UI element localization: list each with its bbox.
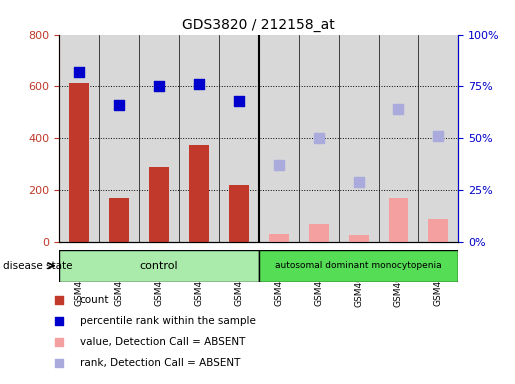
Bar bbox=[349, 235, 369, 242]
Point bbox=[55, 360, 63, 366]
Bar bbox=[69, 83, 89, 242]
Point bbox=[115, 102, 123, 108]
Bar bbox=[299, 35, 339, 242]
Title: GDS3820 / 212158_at: GDS3820 / 212158_at bbox=[182, 18, 335, 32]
Text: count: count bbox=[80, 295, 109, 305]
Point bbox=[55, 296, 63, 303]
Bar bbox=[219, 35, 259, 242]
Point bbox=[75, 69, 83, 75]
Bar bbox=[189, 145, 209, 242]
Bar bbox=[179, 35, 219, 242]
Bar bbox=[229, 185, 249, 242]
Bar bbox=[308, 224, 329, 242]
Bar bbox=[269, 233, 289, 242]
Bar bbox=[149, 167, 169, 242]
Bar bbox=[139, 35, 179, 242]
Point bbox=[55, 318, 63, 324]
Text: rank, Detection Call = ABSENT: rank, Detection Call = ABSENT bbox=[80, 358, 240, 368]
Bar bbox=[418, 35, 458, 242]
Bar bbox=[379, 35, 418, 242]
Bar bbox=[388, 199, 408, 242]
Point bbox=[55, 339, 63, 345]
Point bbox=[394, 106, 403, 112]
Bar bbox=[339, 35, 379, 242]
Text: autosomal dominant monocytopenia: autosomal dominant monocytopenia bbox=[275, 262, 442, 270]
Bar bbox=[428, 218, 449, 242]
Point bbox=[354, 179, 363, 185]
Bar bbox=[259, 35, 299, 242]
Point bbox=[315, 135, 323, 141]
Point bbox=[274, 162, 283, 168]
Point bbox=[195, 81, 203, 88]
Text: control: control bbox=[140, 261, 178, 271]
Bar bbox=[99, 35, 139, 242]
Point bbox=[434, 133, 442, 139]
Text: value, Detection Call = ABSENT: value, Detection Call = ABSENT bbox=[80, 337, 245, 347]
Text: percentile rank within the sample: percentile rank within the sample bbox=[80, 316, 256, 326]
Bar bbox=[59, 250, 259, 282]
Point bbox=[235, 98, 243, 104]
Bar bbox=[259, 250, 458, 282]
Text: disease state: disease state bbox=[3, 261, 72, 271]
Bar bbox=[109, 198, 129, 242]
Bar bbox=[59, 35, 99, 242]
Point bbox=[155, 83, 163, 89]
